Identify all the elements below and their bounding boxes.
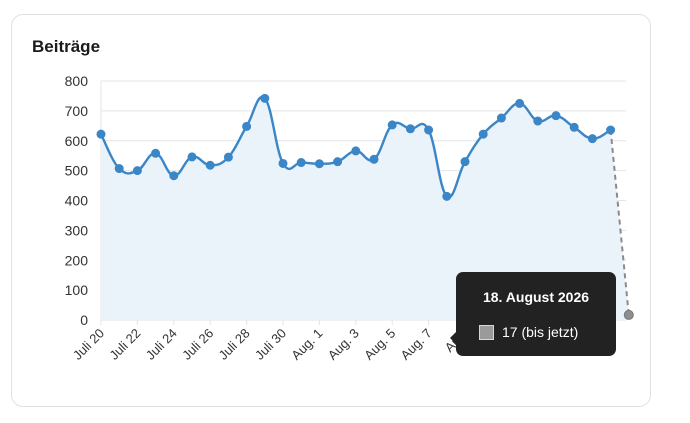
data-point[interactable] <box>223 152 233 162</box>
tooltip-date: 18. August 2026 <box>482 289 590 305</box>
x-tick-label: Juli 22 <box>106 326 143 363</box>
data-point[interactable] <box>205 160 215 170</box>
data-point-partial[interactable] <box>623 309 634 320</box>
data-point[interactable] <box>242 121 252 131</box>
x-tick-label: Juli 28 <box>216 326 253 363</box>
x-tick-label: Aug. 1 <box>288 326 325 363</box>
data-point[interactable] <box>551 111 561 121</box>
y-axis-ticks: 0 100 200 300 400 500 600 700 800 <box>65 73 89 328</box>
data-point[interactable] <box>369 154 379 164</box>
y-tick-label: 800 <box>65 73 89 89</box>
partial-segment-line <box>609 129 630 316</box>
x-tick-label: Juli 26 <box>179 326 216 363</box>
tooltip: 18. August 2026 17 (bis jetzt) <box>450 272 616 356</box>
card-title: Beiträge <box>32 37 101 56</box>
data-points <box>96 93 634 320</box>
data-point[interactable] <box>424 125 434 135</box>
x-tick-label: Juli 24 <box>143 326 180 363</box>
tooltip-arrow <box>450 332 456 344</box>
data-point[interactable] <box>478 129 488 139</box>
x-tick-label: Aug. 5 <box>361 326 398 363</box>
x-tick-label: Juli 20 <box>70 326 107 363</box>
data-point[interactable] <box>405 124 415 134</box>
data-point[interactable] <box>515 98 525 108</box>
y-tick-label: 400 <box>65 193 89 209</box>
y-tick-label: 600 <box>65 133 89 149</box>
data-point[interactable] <box>587 134 597 144</box>
y-tick-label: 200 <box>65 252 89 268</box>
x-tick-label: Aug. 3 <box>325 326 362 363</box>
y-tick-label: 500 <box>65 163 89 179</box>
data-point[interactable] <box>96 129 106 139</box>
tooltip-swatch <box>479 325 494 340</box>
data-point[interactable] <box>151 148 161 158</box>
data-point[interactable] <box>169 171 179 181</box>
data-point[interactable] <box>132 166 142 176</box>
tooltip-value: 17 (bis jetzt) <box>502 324 579 340</box>
x-tick-label: Aug. 7 <box>398 326 435 363</box>
data-point[interactable] <box>296 158 306 168</box>
data-point[interactable] <box>569 122 579 132</box>
data-point[interactable] <box>260 93 270 103</box>
data-point[interactable] <box>387 120 397 130</box>
data-point[interactable] <box>314 159 324 169</box>
data-point[interactable] <box>606 125 616 135</box>
y-tick-label: 700 <box>65 103 89 119</box>
y-tick-label: 100 <box>65 282 89 298</box>
data-point[interactable] <box>114 164 124 174</box>
y-tick-label: 300 <box>65 222 89 238</box>
data-point[interactable] <box>333 157 343 167</box>
data-point[interactable] <box>533 116 543 126</box>
data-point[interactable] <box>187 152 197 162</box>
data-point[interactable] <box>442 191 452 201</box>
y-tick-label: 0 <box>80 312 88 328</box>
data-point[interactable] <box>496 113 506 123</box>
data-point[interactable] <box>278 158 288 168</box>
x-tick-label: Juli 30 <box>252 326 289 363</box>
data-point[interactable] <box>351 146 361 156</box>
data-point[interactable] <box>460 157 470 167</box>
